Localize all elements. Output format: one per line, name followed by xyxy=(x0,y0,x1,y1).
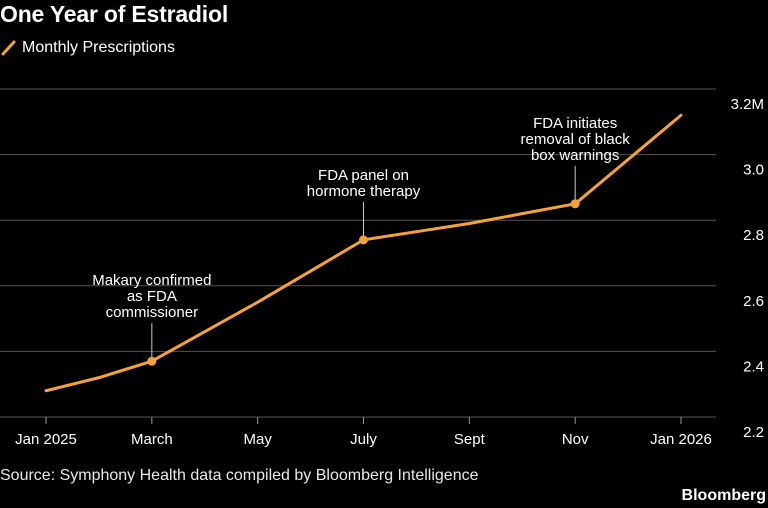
source-note: Source: Symphony Health data compiled by… xyxy=(0,467,479,484)
annotation-point-marker xyxy=(570,199,580,209)
y-tick-label: 3.0 xyxy=(743,162,764,179)
annotation-label: Makary confirmed as FDA commissioner xyxy=(92,272,211,321)
y-tick-label: 2.8 xyxy=(743,227,764,244)
x-tick-label: Jan 2026 xyxy=(650,431,712,448)
annotation-label: FDA panel on hormone therapy xyxy=(307,167,421,200)
x-tick-label: March xyxy=(131,431,173,448)
x-tick-label: Jan 2025 xyxy=(15,431,77,448)
annotation-point-marker xyxy=(147,356,157,366)
legend: Monthly Prescriptions xyxy=(0,37,175,59)
y-tick-label: 2.2 xyxy=(743,424,764,441)
x-tick-label: Nov xyxy=(562,431,589,448)
y-tick-label: 3.2M xyxy=(731,96,764,113)
x-tick-label: May xyxy=(243,431,272,448)
x-tick-label: Sept xyxy=(454,431,486,448)
y-tick-label: 2.4 xyxy=(743,358,764,375)
legend-label: Monthly Prescriptions xyxy=(22,39,175,56)
x-tick-label: July xyxy=(350,431,377,448)
annotation-label: FDA initiates removal of black box warning… xyxy=(521,115,631,164)
legend-line-icon xyxy=(1,40,16,56)
annotation-point-marker xyxy=(359,235,368,245)
chart-title: One Year of Estradiol xyxy=(0,1,229,27)
brand-logo: Bloomberg xyxy=(681,487,766,504)
y-tick-label: 2.6 xyxy=(743,293,764,310)
